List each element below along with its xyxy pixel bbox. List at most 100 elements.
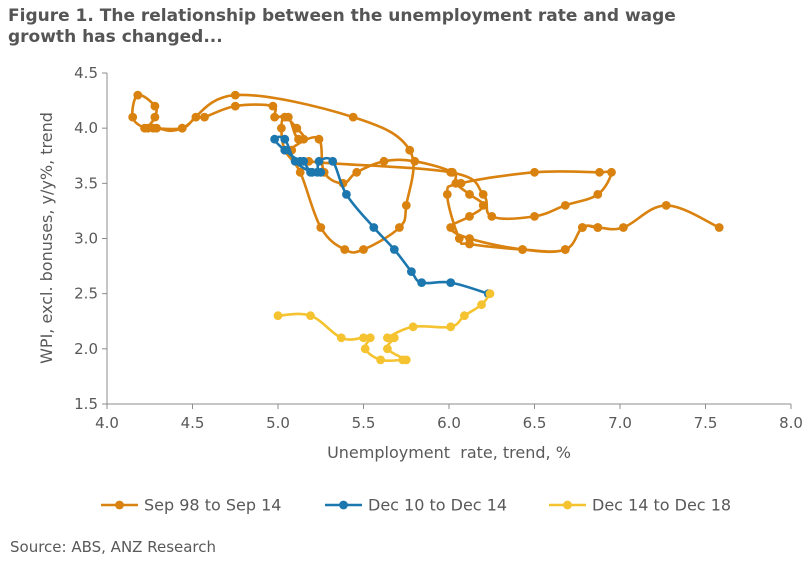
y-tick-label: 2.5 [74, 285, 98, 303]
data-point [360, 344, 370, 354]
data-point [280, 145, 290, 155]
data-point [314, 156, 324, 166]
data-point [593, 223, 603, 232]
data-point [128, 112, 138, 122]
series-layer [128, 90, 724, 365]
data-point [369, 223, 379, 232]
data-point [407, 267, 416, 276]
x-tick-label: 6.5 [523, 414, 547, 432]
data-point [306, 311, 315, 321]
legend-item-3: Dec 14 to Dec 18 [549, 496, 731, 515]
data-point [456, 178, 466, 188]
legend-swatch-marker [563, 500, 572, 510]
data-point [152, 123, 162, 133]
legend-swatch-marker [115, 500, 124, 510]
data-point [518, 245, 527, 254]
data-point [398, 355, 408, 365]
data-point [560, 245, 570, 254]
x-tick-label: 8.0 [779, 414, 803, 432]
data-point [365, 333, 375, 343]
data-point [389, 333, 399, 343]
data-point [408, 322, 418, 332]
legend-swatch-marker [339, 500, 348, 510]
data-point [230, 101, 240, 111]
data-point [307, 167, 317, 177]
x-tick-label: 6.0 [437, 414, 461, 432]
chart-title-line-2: growth has changed... [8, 27, 223, 47]
data-point [200, 112, 209, 122]
y-tick-label: 4.5 [74, 64, 98, 82]
chart-title-line-1: Figure 1. The relationship between the u… [8, 6, 676, 26]
data-point [270, 134, 279, 144]
x-tick-label: 5.0 [266, 414, 290, 432]
data-point [359, 333, 368, 343]
data-point [465, 190, 474, 199]
data-point [607, 167, 616, 177]
data-point [277, 123, 286, 133]
data-point [417, 278, 426, 287]
data-point [714, 223, 724, 232]
data-point [619, 223, 628, 232]
x-tick-label: 5.5 [352, 414, 376, 432]
data-point [280, 134, 290, 144]
data-point [376, 355, 385, 365]
y-tick-label: 3.5 [74, 174, 98, 192]
data-point [133, 90, 143, 100]
data-point [595, 167, 604, 177]
data-point [230, 90, 240, 100]
data-point [295, 167, 305, 177]
data-point [150, 112, 160, 122]
data-point [446, 223, 456, 232]
data-point [661, 201, 671, 210]
data-point [578, 223, 587, 232]
data-point [268, 101, 278, 111]
legend: Sep 98 to Sep 14 Dec 10 to Dec 14 Dec 14 t… [101, 496, 731, 515]
x-tick-label: 7.0 [608, 414, 632, 432]
data-point [342, 190, 351, 199]
y-tick-label: 2.0 [74, 340, 98, 358]
data-point [460, 311, 469, 321]
y-tick-label: 4.0 [74, 119, 98, 137]
y-tick-label: 3.0 [74, 230, 98, 248]
data-point [477, 300, 486, 310]
data-point [442, 190, 452, 199]
legend-label: Dec 10 to Dec 14 [368, 496, 507, 515]
legend-label: Dec 14 to Dec 18 [592, 496, 731, 515]
data-point [150, 101, 160, 111]
data-point [348, 112, 358, 122]
data-point [395, 223, 404, 232]
data-point [177, 123, 187, 133]
series-line [131, 93, 721, 254]
data-point [336, 333, 346, 343]
data-point [530, 212, 539, 221]
series-1 [128, 90, 724, 254]
legend-label: Sep 98 to Sep 14 [144, 496, 281, 515]
data-point [487, 212, 497, 221]
axis-ticks: 1.5 2.0 2.5 3.0 3.5 4.0 4.5 4.0 4.5 5.0 5.5 6.0 6.5 7… [74, 64, 803, 432]
data-point [352, 167, 362, 177]
x-tick-label: 4.0 [95, 414, 119, 432]
chart-axes [106, 73, 791, 405]
data-point [359, 245, 368, 254]
y-tick-label: 1.5 [74, 395, 98, 413]
x-axis-title: Unemployment rate, trend, % [327, 443, 571, 462]
data-point [280, 112, 290, 122]
legend-item-1: Sep 98 to Sep 14 [101, 496, 281, 515]
data-point [530, 167, 539, 177]
data-point [446, 322, 456, 332]
data-point [379, 156, 389, 166]
series-3 [273, 289, 495, 365]
series-2 [270, 134, 493, 299]
x-tick-label: 4.5 [181, 414, 205, 432]
data-point [273, 311, 283, 321]
data-point [290, 156, 300, 166]
data-point [389, 245, 399, 254]
y-axis-title: WPI, excl. bonuses, y/y%, trend [37, 112, 56, 364]
data-point [401, 201, 411, 210]
data-point [314, 134, 324, 144]
chart-title: Figure 1. The relationship between the u… [8, 6, 798, 48]
data-point [410, 156, 420, 166]
data-point [454, 234, 464, 243]
data-point [383, 344, 392, 354]
